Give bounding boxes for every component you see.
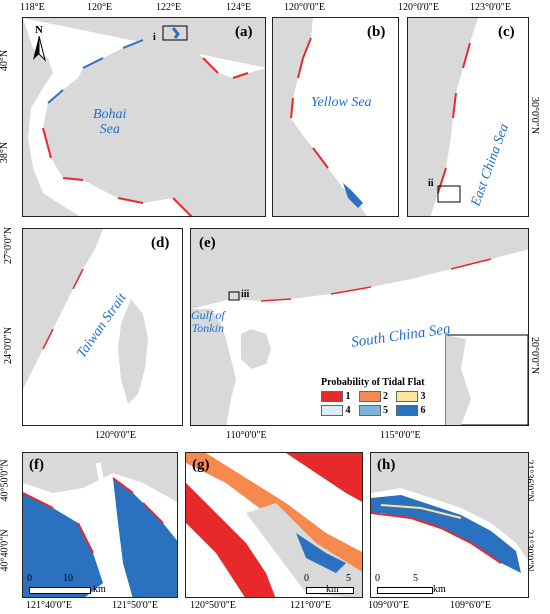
scale-f-max: 10 bbox=[63, 573, 73, 584]
panel-f-detail-map: (f) 0 10 km bbox=[22, 452, 178, 598]
yellow-sea-land bbox=[273, 18, 367, 216]
panel-g-label: (g) bbox=[192, 457, 210, 473]
north-arrow: N bbox=[29, 24, 49, 64]
scale-f-zero: 0 bbox=[27, 573, 32, 584]
scale-h-max: 5 bbox=[413, 573, 418, 584]
tick-e-20n: 20°0'0"N bbox=[529, 336, 541, 375]
gulf-of-tonkin-label: Gulf of Tonkin bbox=[191, 308, 225, 335]
panel-c-label: (c) bbox=[498, 24, 515, 40]
tick-h-1096e: 109°6'0"E bbox=[450, 600, 491, 611]
panel-f-label: (f) bbox=[29, 457, 44, 473]
tick-a-38n: 38°N bbox=[0, 141, 11, 164]
probability-legend: Probability of Tidal Flat 1 2 3 4 5 6 bbox=[321, 377, 461, 417]
panel-h-label: (h) bbox=[377, 457, 396, 473]
bohai-sea-label: Bohai Sea bbox=[93, 107, 127, 137]
scale-f-unit: km bbox=[93, 584, 106, 595]
legend-item-3: 3 bbox=[396, 391, 426, 403]
scale-bar-g bbox=[306, 587, 354, 594]
tick-h-1090e: 109°0'0"E bbox=[368, 600, 409, 611]
detail-h-tidal-flats bbox=[371, 453, 528, 597]
scale-g-unit: km bbox=[326, 584, 339, 595]
legend-item-4: 4 bbox=[321, 405, 351, 417]
panel-e-label: (e) bbox=[199, 235, 216, 251]
inset-mark-i: i bbox=[153, 32, 156, 43]
panel-c-east-china-sea-map: ii (c) East China Sea bbox=[407, 17, 529, 217]
tick-a-122e: 122°E bbox=[156, 2, 182, 13]
tick-g-12050e: 120°50'0"E bbox=[190, 600, 236, 611]
tick-a-118e: 118°E bbox=[20, 2, 45, 13]
legend-item-1: 1 bbox=[321, 391, 351, 403]
north-arrow-icon bbox=[33, 35, 46, 62]
tick-d-120e: 120°0'0"E bbox=[95, 430, 136, 441]
panel-d-label: (d) bbox=[151, 235, 170, 251]
detail-g-tidal-flats bbox=[186, 453, 362, 597]
panel-g-detail-map: (g) 0 5 km bbox=[185, 452, 363, 598]
panel-b-yellow-sea-map: (b) Yellow Sea bbox=[272, 17, 399, 217]
legend-item-6: 6 bbox=[396, 405, 426, 417]
detail-f-tidal-flats bbox=[23, 453, 177, 597]
tick-d-27n: 27°0'0"N bbox=[3, 226, 15, 265]
legend-title: Probability of Tidal Flat bbox=[321, 377, 425, 388]
scale-h-zero: 0 bbox=[375, 573, 380, 584]
tick-c-30n: 30°0'0"N bbox=[529, 96, 541, 135]
tick-g-1210e: 121°0'0"E bbox=[290, 600, 331, 611]
panel-a-bohai-map: i (a) Bohai Sea N bbox=[22, 17, 266, 217]
tick-e-110e: 110°0'0"E bbox=[226, 430, 267, 441]
bohai-land bbox=[23, 18, 265, 216]
tick-a-40n: 40°N bbox=[0, 49, 11, 72]
scale-h-unit: km bbox=[433, 584, 446, 595]
tick-a-124e: 124°E bbox=[226, 2, 252, 13]
tick-f-12140e: 121°40'0"E bbox=[26, 600, 72, 611]
panel-b-label: (b) bbox=[367, 24, 386, 40]
scale-bar-h bbox=[377, 587, 433, 594]
east-china-land bbox=[408, 18, 478, 216]
yellow-sea-label: Yellow Sea bbox=[311, 95, 372, 110]
inset-mark-iii: iii bbox=[241, 289, 250, 300]
tick-f-4050n: 40°50'0"N bbox=[0, 459, 11, 502]
tick-f-4040n: 40°40'0"N bbox=[0, 529, 11, 572]
tick-c-123e: 123°0'0"E bbox=[470, 2, 511, 13]
scale-g-max: 5 bbox=[346, 573, 351, 584]
scale-bar-f bbox=[29, 587, 91, 594]
legend-item-2: 2 bbox=[358, 391, 388, 403]
legend-item-5: 5 bbox=[358, 405, 388, 417]
tick-e-115e: 115°0'0"E bbox=[380, 430, 421, 441]
tick-d-24n: 24°0'0"N bbox=[3, 326, 15, 365]
tick-a-120e: 120°E bbox=[87, 2, 113, 13]
taiwan-land bbox=[23, 229, 148, 404]
tick-b-120e: 120°0'0"E bbox=[284, 2, 325, 13]
tick-c-120e: 120°0'0"E bbox=[398, 2, 439, 13]
panel-d-taiwan-strait-map: (d) Taiwan Strait bbox=[22, 228, 183, 426]
inset-mark-ii: ii bbox=[428, 178, 434, 189]
panel-e-south-china-sea-map: iii (e) Gulf of Tonkin South China Sea P… bbox=[190, 228, 529, 426]
panel-a-label: (a) bbox=[235, 24, 253, 40]
tick-f-12150e: 121°50'0"E bbox=[112, 600, 158, 611]
scale-g-zero: 0 bbox=[304, 573, 309, 584]
panel-h-detail-map: (h) 0 5 km bbox=[370, 452, 529, 598]
south-china-land bbox=[191, 229, 528, 425]
